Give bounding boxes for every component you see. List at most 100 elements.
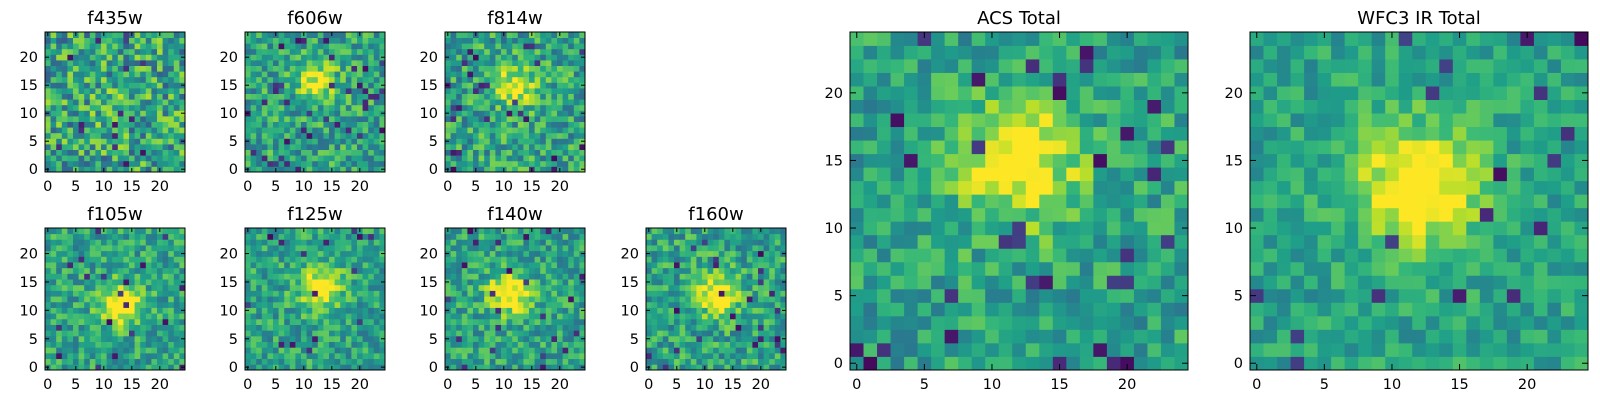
heatmap-cell [317, 267, 324, 274]
heatmap-cell [702, 250, 708, 257]
heatmap-cell [273, 54, 279, 61]
heatmap-cell [445, 290, 451, 297]
heatmap-cell [123, 279, 130, 286]
heatmap-cell [551, 54, 558, 61]
heatmap-cell [45, 37, 51, 44]
heatmap-cell [445, 127, 451, 134]
heatmap-cell [45, 352, 51, 360]
heatmap-cell [67, 284, 74, 291]
heatmap-cell [145, 149, 152, 156]
heatmap-cell [284, 37, 291, 44]
heatmap-cell [84, 352, 91, 360]
heatmap-cell [379, 76, 386, 83]
heatmap-cell [1174, 329, 1189, 344]
heatmap-cell [523, 116, 530, 122]
heatmap-cell [373, 149, 380, 156]
heatmap-cell [985, 194, 1000, 209]
heatmap-cell [904, 167, 918, 182]
heatmap-cell [501, 93, 507, 100]
heatmap-cell [752, 364, 759, 371]
heatmap-cell [456, 43, 463, 50]
heatmap-cell [551, 48, 558, 55]
heatmap-cell [662, 341, 669, 348]
heatmap-cell [985, 207, 1000, 222]
heatmap-cell [78, 82, 85, 89]
heatmap-cell [373, 228, 380, 235]
heatmap-cell [106, 341, 113, 348]
heatmap-cell [379, 358, 386, 365]
heatmap-cell [1174, 234, 1189, 249]
heatmap-cell [573, 296, 580, 303]
heatmap-cell [273, 358, 279, 365]
heatmap-cell [50, 335, 57, 342]
heatmap-cell [261, 138, 268, 145]
heatmap-cell [540, 358, 547, 365]
heatmap-cell [573, 228, 580, 235]
y-tick-label: 10 [420, 106, 438, 122]
heatmap-cell [245, 233, 251, 240]
heatmap-cell [562, 43, 569, 50]
heatmap-cell [151, 228, 158, 235]
x-tick-label: 10 [495, 377, 513, 393]
heatmap-cell [540, 352, 547, 360]
heatmap-cell [45, 256, 51, 263]
heatmap-cells [245, 228, 386, 371]
heatmap-cell [562, 228, 569, 235]
heatmap-cell [763, 284, 770, 291]
heatmap-cell [512, 65, 519, 72]
heatmap-cell [168, 144, 175, 150]
heatmap-cell [718, 250, 725, 257]
heatmap-cell [506, 93, 513, 100]
heatmap-cell [351, 144, 358, 150]
heatmap-cell [123, 155, 130, 162]
heatmap-cell [713, 330, 720, 337]
heatmap-cell [501, 290, 507, 297]
heatmap-cell [573, 284, 580, 291]
heatmap-cell [473, 71, 479, 78]
heatmap-cell [157, 54, 163, 61]
heatmap-cell [95, 155, 102, 162]
heatmap-cell [89, 160, 96, 167]
heatmap-cell [89, 307, 96, 314]
heatmap-cell [985, 167, 1000, 182]
heatmap-cell [101, 88, 107, 94]
heatmap-cell [106, 347, 113, 354]
heatmap-cell [95, 228, 102, 235]
heatmap-cell [267, 43, 274, 50]
heatmap-cell [718, 228, 725, 235]
heatmap-cell [456, 262, 463, 269]
heatmap-cell [289, 127, 296, 134]
heatmap-cell [312, 267, 319, 274]
heatmap-cell [1012, 180, 1027, 195]
heatmap-cell [112, 104, 119, 111]
heatmap-cell [168, 341, 175, 348]
heatmap-cell [123, 352, 130, 360]
heatmap-cell [345, 160, 352, 167]
heatmap-cell [774, 267, 781, 274]
heatmap-cell [179, 313, 186, 320]
heatmap-cell [317, 71, 324, 78]
heatmap-cell [746, 307, 753, 314]
heatmap-cell [334, 132, 341, 139]
heatmap-cell [284, 138, 291, 145]
heatmap-cell [117, 250, 124, 257]
heatmap-cell [278, 93, 285, 100]
heatmap-cell [261, 290, 268, 297]
heatmap-cell [690, 273, 697, 280]
heatmap-cell [106, 358, 113, 365]
heatmap-cell [1106, 356, 1121, 371]
heatmap-cell [112, 245, 119, 252]
heatmap-cell [278, 60, 285, 66]
heatmap-cell [501, 318, 507, 325]
heatmap-cell [323, 76, 330, 83]
heatmap-cell [117, 65, 124, 72]
heatmap-cell [534, 347, 541, 354]
heatmap-cell [1052, 315, 1067, 330]
heatmap-cell [540, 335, 547, 342]
heatmap-cell [679, 273, 686, 280]
heatmap-cell [769, 318, 776, 325]
heatmap-cell [162, 60, 169, 66]
heatmap-cell [173, 65, 180, 72]
x-tick-label: 0 [43, 377, 52, 393]
heatmap-cell [998, 207, 1013, 222]
